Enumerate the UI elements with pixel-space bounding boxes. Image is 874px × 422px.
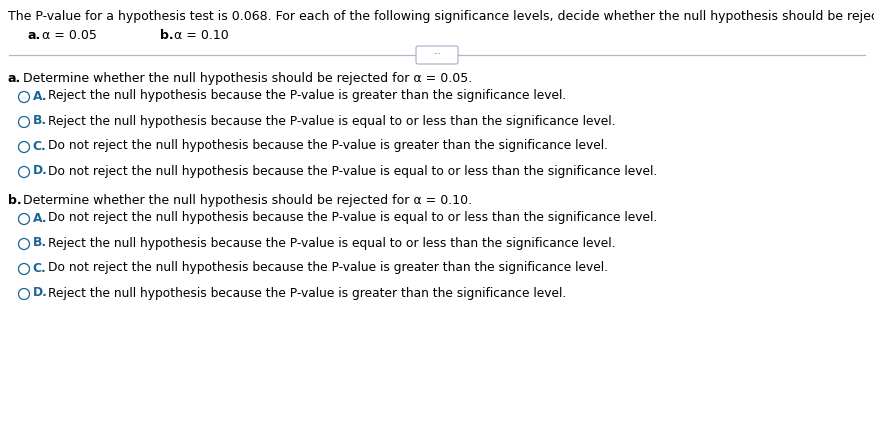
Text: a.: a. [28, 29, 41, 42]
Text: Determine whether the null hypothesis should be rejected for α = 0.05.: Determine whether the null hypothesis sh… [19, 72, 472, 85]
Circle shape [18, 289, 30, 300]
Text: Reject the null hypothesis because the P-value is greater than the significance : Reject the null hypothesis because the P… [47, 89, 565, 103]
FancyBboxPatch shape [416, 46, 458, 64]
Text: D.: D. [32, 165, 47, 178]
Text: ···: ··· [433, 51, 441, 60]
Text: α = 0.10: α = 0.10 [174, 29, 229, 42]
Circle shape [18, 141, 30, 152]
Text: b.: b. [160, 29, 174, 42]
Text: Reject the null hypothesis because the P-value is equal to or less than the sign: Reject the null hypothesis because the P… [47, 114, 615, 127]
Text: Do not reject the null hypothesis because the P-value is greater than the signif: Do not reject the null hypothesis becaus… [47, 140, 607, 152]
Text: The P-value for a hypothesis test is 0.068. For each of the following significan: The P-value for a hypothesis test is 0.0… [8, 10, 874, 23]
Circle shape [18, 167, 30, 178]
Text: Do not reject the null hypothesis because the P-value is equal to or less than t: Do not reject the null hypothesis becaus… [47, 211, 656, 225]
Text: A.: A. [32, 211, 47, 225]
Text: D.: D. [32, 287, 47, 300]
Text: Reject the null hypothesis because the P-value is greater than the significance : Reject the null hypothesis because the P… [47, 287, 565, 300]
Text: B.: B. [32, 114, 46, 127]
Text: Do not reject the null hypothesis because the P-value is equal to or less than t: Do not reject the null hypothesis becaus… [47, 165, 656, 178]
Circle shape [18, 263, 30, 274]
Text: Do not reject the null hypothesis because the P-value is greater than the signif: Do not reject the null hypothesis becaus… [47, 262, 607, 274]
Circle shape [18, 92, 30, 103]
Text: C.: C. [32, 262, 46, 274]
Text: C.: C. [32, 140, 46, 152]
Circle shape [18, 238, 30, 249]
Text: B.: B. [32, 236, 46, 249]
Text: a.: a. [8, 72, 21, 85]
Text: A.: A. [32, 89, 47, 103]
Text: b.: b. [8, 194, 22, 207]
Text: Determine whether the null hypothesis should be rejected for α = 0.10.: Determine whether the null hypothesis sh… [19, 194, 472, 207]
Text: Reject the null hypothesis because the P-value is equal to or less than the sign: Reject the null hypothesis because the P… [47, 236, 615, 249]
Circle shape [18, 116, 30, 127]
Circle shape [18, 214, 30, 225]
Text: α = 0.05: α = 0.05 [42, 29, 97, 42]
